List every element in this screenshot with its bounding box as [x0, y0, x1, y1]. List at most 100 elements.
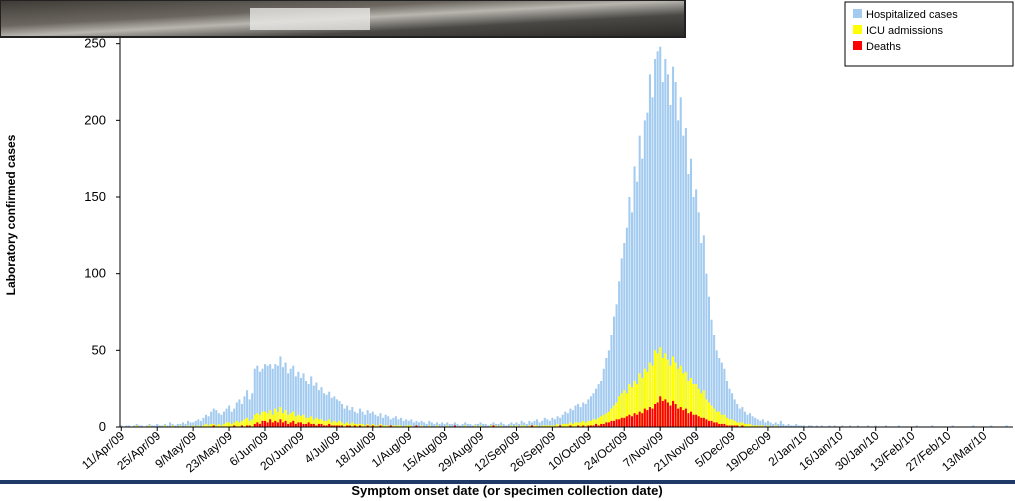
- bar: [405, 419, 408, 427]
- bar: [564, 423, 567, 427]
- bar: [194, 420, 197, 427]
- bar: [261, 411, 264, 427]
- bar: [815, 425, 818, 427]
- bar: [541, 425, 544, 427]
- bar: [951, 425, 954, 427]
- bar: [577, 422, 580, 427]
- bar: [248, 425, 251, 427]
- bar: [171, 425, 174, 427]
- bar: [220, 414, 223, 427]
- bar: [397, 419, 400, 427]
- bar: [654, 350, 657, 427]
- bar: [592, 393, 595, 427]
- bar: [602, 423, 605, 427]
- bar: [607, 411, 610, 427]
- bar: [151, 425, 154, 427]
- bar: [587, 420, 590, 427]
- bar: [328, 423, 331, 427]
- bar: [646, 112, 649, 428]
- bar: [135, 425, 138, 427]
- bar: [204, 414, 208, 427]
- bar: [210, 411, 213, 427]
- y-tick-label: 0: [99, 419, 106, 434]
- bar: [379, 413, 382, 427]
- bar: [710, 405, 713, 427]
- bar: [235, 420, 238, 427]
- bar: [328, 391, 331, 427]
- bar: [687, 174, 690, 427]
- bar: [425, 423, 428, 427]
- bar: [561, 414, 564, 427]
- bar: [592, 425, 595, 427]
- bar: [202, 425, 205, 427]
- y-tick-label: 150: [84, 189, 106, 204]
- bar: [323, 393, 326, 427]
- bar: [833, 425, 836, 427]
- bar: [659, 46, 662, 427]
- y-tick-label: 200: [84, 112, 106, 127]
- bar: [610, 408, 613, 427]
- bar: [541, 420, 544, 427]
- bar: [325, 425, 328, 427]
- bar: [307, 422, 310, 427]
- bar: [346, 405, 349, 427]
- bar: [276, 411, 279, 427]
- bar: [736, 425, 739, 427]
- bar: [751, 416, 754, 427]
- bar: [317, 390, 320, 427]
- bar: [281, 422, 285, 427]
- bar: [474, 425, 477, 427]
- bar: [731, 419, 734, 427]
- bar: [302, 414, 305, 427]
- bar: [346, 425, 349, 427]
- bar: [615, 304, 618, 427]
- bar: [669, 105, 672, 427]
- bar: [456, 423, 459, 427]
- bar: [669, 365, 672, 427]
- bar: [741, 407, 744, 427]
- bar: [153, 425, 156, 427]
- bar: [358, 425, 362, 427]
- bar: [428, 420, 431, 427]
- bar: [361, 423, 364, 427]
- bar: [251, 393, 254, 427]
- bar: [648, 362, 651, 427]
- bar: [471, 425, 474, 427]
- bar: [317, 419, 320, 427]
- bar: [412, 422, 415, 427]
- bar: [553, 419, 557, 427]
- bar: [641, 377, 644, 427]
- bar: [625, 227, 628, 427]
- bar: [731, 425, 734, 427]
- bar: [659, 396, 662, 427]
- bar: [520, 425, 523, 427]
- bar: [582, 420, 585, 427]
- bar: [297, 422, 300, 427]
- bar: [233, 422, 236, 427]
- bar: [400, 425, 403, 427]
- bar: [551, 417, 554, 427]
- bar: [315, 417, 318, 427]
- bar: [759, 420, 762, 427]
- bar: [276, 422, 279, 427]
- bar: [184, 423, 187, 427]
- bar: [438, 423, 441, 427]
- bar: [620, 393, 623, 427]
- bar: [484, 423, 487, 427]
- bar: [158, 425, 161, 427]
- bar: [274, 364, 277, 427]
- bar: [133, 425, 136, 427]
- bar: [630, 212, 634, 427]
- bar: [338, 400, 341, 427]
- bar: [651, 97, 654, 427]
- bar: [248, 420, 251, 427]
- bar: [620, 258, 623, 427]
- bar: [374, 425, 377, 427]
- bar: [633, 166, 636, 428]
- bar: [376, 416, 379, 427]
- y-tick-label: 250: [84, 36, 106, 51]
- bar: [441, 422, 444, 427]
- bar: [235, 402, 238, 427]
- bar: [392, 425, 395, 427]
- bar: [204, 423, 208, 427]
